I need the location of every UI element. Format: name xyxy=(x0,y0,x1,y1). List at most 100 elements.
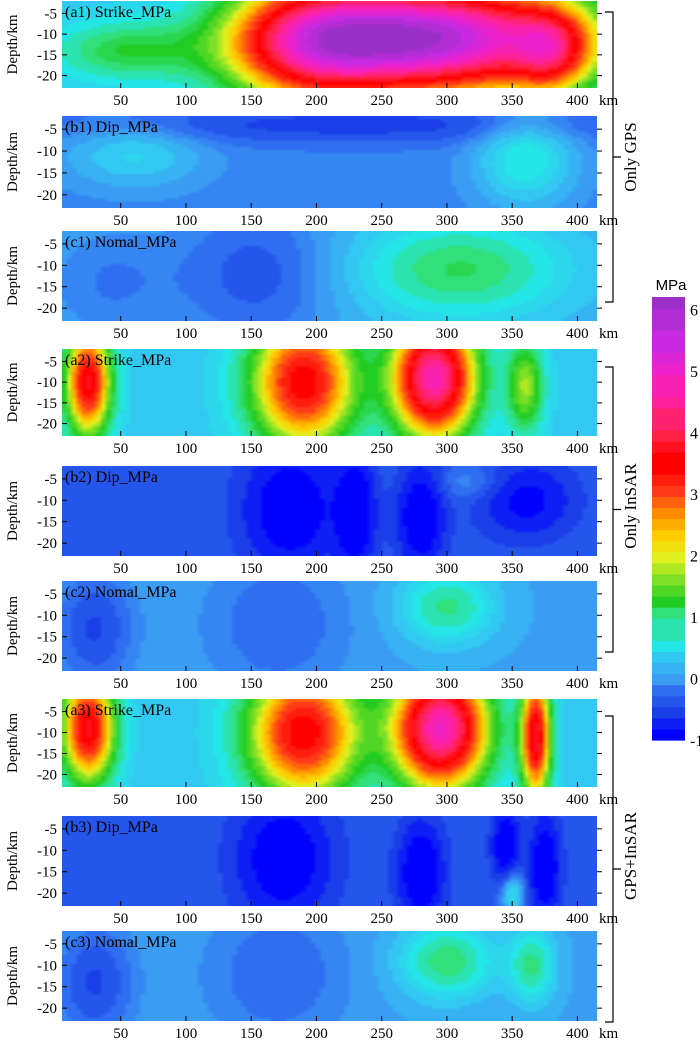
x-tick-label: 50 xyxy=(113,676,128,692)
y-tick-label: -10 xyxy=(37,843,57,859)
x-tick-label: 200 xyxy=(305,911,328,927)
panel-title: (a3) Strike_MPa xyxy=(65,702,171,719)
colorbar-segment xyxy=(652,474,685,486)
colorbar-segment xyxy=(652,728,685,741)
y-axis-label: Depth/km xyxy=(5,596,21,656)
colorbar-segment xyxy=(652,396,685,409)
y-tick-label: -5 xyxy=(45,472,58,488)
y-tick-label: -5 xyxy=(45,822,58,838)
y-tick-label: -20 xyxy=(37,886,57,902)
bracket-0 xyxy=(605,11,621,303)
x-tick-label: 100 xyxy=(175,1026,198,1042)
y-tick-label: -20 xyxy=(37,69,57,85)
colorbar-segment xyxy=(652,341,685,353)
y-tick-label: -20 xyxy=(37,651,57,667)
heatmap-field xyxy=(62,699,597,787)
colorbar-segment xyxy=(652,706,685,719)
group-label-gps-insar: GPS+InSAR xyxy=(621,811,640,900)
y-tick-label: -15 xyxy=(37,865,57,881)
colorbar-segment xyxy=(652,518,685,531)
colorbar-segment xyxy=(652,684,685,697)
x-tick-label: 300 xyxy=(436,441,459,457)
colorbar-segment xyxy=(652,551,685,564)
x-tick-label: 100 xyxy=(175,676,198,692)
x-tick-label: 100 xyxy=(175,326,198,342)
x-tick-label: 350 xyxy=(501,441,524,457)
x-tick-label: 150 xyxy=(240,561,263,577)
x-tick-label: 200 xyxy=(305,213,328,229)
colorbar-tick-label: 2 xyxy=(690,548,698,565)
x-tick-label: 200 xyxy=(305,1026,328,1042)
x-tick-label: 50 xyxy=(113,792,128,808)
y-tick-label: -5 xyxy=(45,122,58,138)
x-tick-label: 250 xyxy=(370,441,393,457)
x-unit-label: km xyxy=(599,326,619,342)
colorbar-segment xyxy=(652,562,685,575)
colorbar: MPa 6 5 4 3 2 1 0 -1 xyxy=(652,277,700,750)
y-tick-label: -10 xyxy=(37,258,57,274)
y-tick-label: -20 xyxy=(37,1001,57,1017)
x-tick-label: 100 xyxy=(175,911,198,927)
heatmap-field xyxy=(62,349,597,436)
colorbar-tick-label: 0 xyxy=(690,671,698,688)
x-tick-label: 100 xyxy=(175,561,198,577)
panel-title: (c3) Nomal_MPa xyxy=(65,934,177,951)
x-tick-label: 150 xyxy=(240,1026,263,1042)
x-tick-label: 300 xyxy=(436,792,459,808)
x-tick-label: 200 xyxy=(305,326,328,342)
x-tick-label: 100 xyxy=(175,93,198,109)
heatmap-field xyxy=(62,231,597,321)
colorbar-segment xyxy=(652,418,685,431)
colorbar-segment xyxy=(652,695,685,708)
x-tick-label: 300 xyxy=(436,1026,459,1042)
y-tick-label: -20 xyxy=(37,767,57,783)
x-tick-label: 200 xyxy=(305,676,328,692)
heatmap-field xyxy=(62,931,597,1021)
x-tick-label: 350 xyxy=(501,1026,524,1042)
x-tick-label: 400 xyxy=(566,441,589,457)
colorbar-tick-label: 4 xyxy=(690,425,698,442)
x-tick-label: 50 xyxy=(113,911,128,927)
x-tick-label: 50 xyxy=(113,93,128,109)
x-tick-label: 250 xyxy=(370,326,393,342)
colorbar-segment xyxy=(652,429,685,442)
y-tick-label: -5 xyxy=(45,6,58,22)
colorbar-segment xyxy=(652,352,685,365)
colorbar-segment xyxy=(652,363,685,376)
panel-0: (a1) Strike_MPa -5 -10 -15 -20 Depth/km 50 100 1… xyxy=(5,1,619,109)
y-tick-label: -15 xyxy=(37,166,57,182)
x-tick-label: 250 xyxy=(370,1026,393,1042)
y-tick-label: -5 xyxy=(45,237,58,253)
x-tick-label: 50 xyxy=(113,326,128,342)
colorbar-segment xyxy=(652,452,685,464)
y-tick-label: -15 xyxy=(37,980,57,996)
y-tick-label: -20 xyxy=(37,301,57,317)
panel-title: (a2) Strike_MPa xyxy=(65,352,171,369)
y-tick-label: -5 xyxy=(45,354,58,370)
y-tick-label: -10 xyxy=(37,144,57,160)
bracket-2 xyxy=(605,715,621,1023)
x-tick-label: 350 xyxy=(501,911,524,927)
panel-8: (c3) Nomal_MPa -5 -10 -15 -20 Depth/km 50 100 15… xyxy=(5,931,619,1042)
y-tick-label: -15 xyxy=(37,280,57,296)
x-tick-label: 400 xyxy=(566,93,589,109)
x-tick-label: 250 xyxy=(370,792,393,808)
x-tick-label: 350 xyxy=(501,561,524,577)
x-tick-label: 150 xyxy=(240,213,263,229)
x-tick-label: 150 xyxy=(240,792,263,808)
y-axis-label: Depth/km xyxy=(5,246,21,306)
colorbar-segment xyxy=(652,496,685,509)
x-unit-label: km xyxy=(599,676,619,692)
y-tick-label: -5 xyxy=(45,587,58,603)
x-tick-label: 400 xyxy=(566,676,589,692)
x-tick-label: 350 xyxy=(501,213,524,229)
y-tick-label: -10 xyxy=(37,493,57,509)
colorbar-segment xyxy=(652,385,685,398)
x-tick-label: 250 xyxy=(370,911,393,927)
y-tick-label: -10 xyxy=(37,608,57,624)
panel-title: (b1) Dip_MPa xyxy=(65,119,158,136)
x-unit-label: km xyxy=(599,1026,619,1042)
panel-2: (c1) Nomal_MPa -5 -10 -15 -20 Depth/km 50 100 15… xyxy=(5,231,619,342)
x-unit-label: km xyxy=(599,792,619,808)
